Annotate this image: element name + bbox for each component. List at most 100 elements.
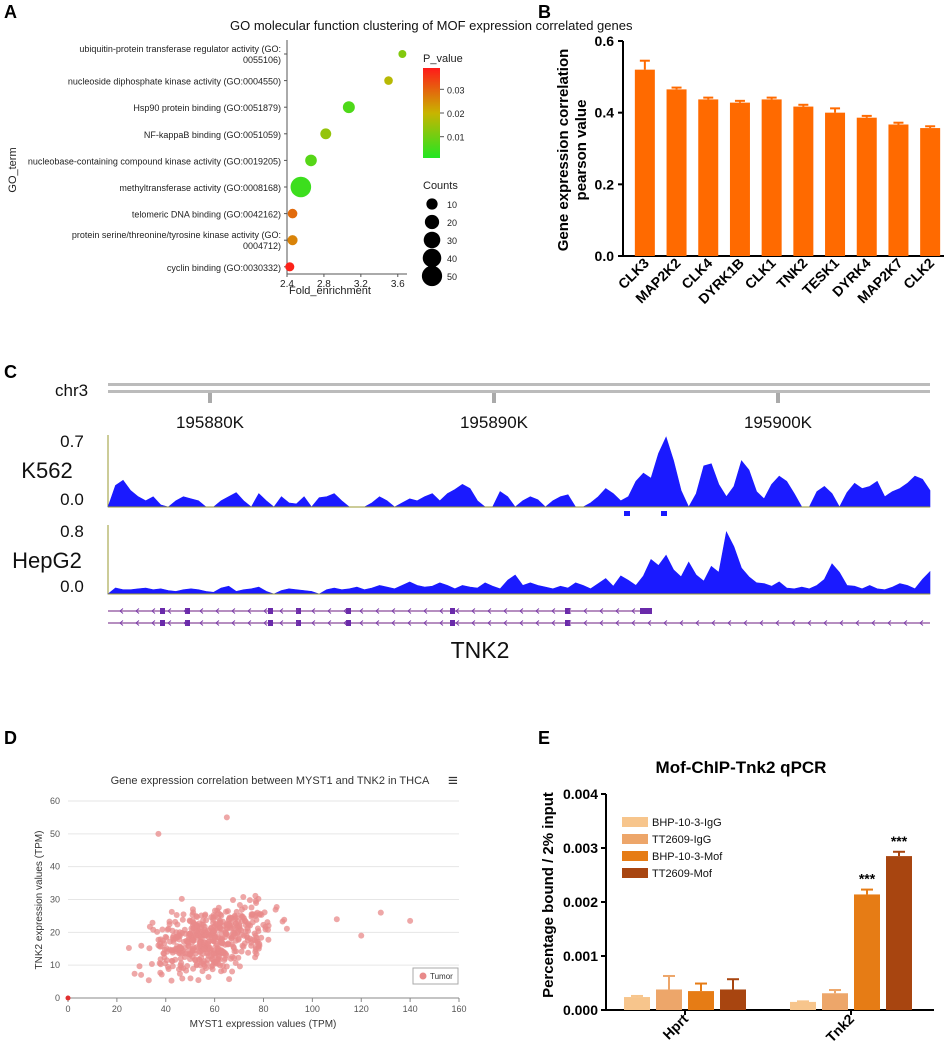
panel-c-strand-arrow bbox=[855, 620, 860, 626]
panel-c-strand-arrow bbox=[199, 608, 204, 614]
panel-b-bar bbox=[666, 89, 687, 256]
panel-c-strand-arrow bbox=[407, 608, 412, 614]
panel-d-point bbox=[136, 963, 143, 970]
panel-c-strand-arrow bbox=[263, 608, 268, 614]
panel-a-counts-legend-label: 10 bbox=[447, 200, 457, 210]
panel-c-ruler-line bbox=[108, 383, 930, 386]
panel-d-point bbox=[201, 958, 207, 965]
panel-c-strand-arrow bbox=[487, 608, 492, 614]
panel-a-point bbox=[290, 176, 312, 198]
panel-e-x-tick-label: Tnk2 bbox=[823, 1011, 858, 1042]
panel-a-point bbox=[320, 128, 332, 140]
panel-d-point bbox=[210, 914, 217, 921]
panel-d-point bbox=[184, 963, 191, 969]
panel-c-strand-arrow bbox=[135, 620, 140, 626]
panel-c-strand-arrow bbox=[551, 608, 556, 614]
panel-e-legend-label: BHP-10-3-IgG bbox=[652, 817, 722, 829]
panel-d-point bbox=[169, 934, 176, 941]
panel-e-y-tick-label: 0.002 bbox=[563, 894, 598, 910]
panel-d-point bbox=[173, 912, 180, 918]
panel-e-legend-label: BHP-10-3-Mof bbox=[652, 851, 723, 863]
panel-c-chrom-label: chr3 bbox=[55, 381, 88, 400]
panel-d-point bbox=[157, 969, 164, 976]
panel-d-point bbox=[223, 921, 230, 928]
panel-d-x-tick-label: 40 bbox=[161, 1004, 171, 1014]
panel-d-point bbox=[194, 914, 200, 920]
panel-a-point bbox=[285, 262, 295, 272]
panel-c-gene-exon bbox=[160, 608, 165, 614]
panel-b-y-label: Gene expression correlation bbox=[555, 49, 572, 252]
panel-d-point bbox=[155, 936, 162, 943]
panel-d-point bbox=[176, 970, 183, 977]
panel-d-point bbox=[173, 945, 180, 952]
panel-d-point bbox=[233, 914, 240, 921]
panel-d-title: Gene expression correlation between MYST… bbox=[111, 775, 430, 787]
panel-d-point bbox=[245, 949, 252, 956]
panel-c-strand-arrow bbox=[231, 620, 236, 626]
panel-c-strand-arrow bbox=[167, 608, 172, 614]
panel-d-point bbox=[179, 975, 186, 982]
panel-d-point bbox=[174, 921, 181, 928]
panel-d-point bbox=[186, 917, 193, 924]
panel-label-c: C bbox=[4, 362, 17, 382]
panel-a-pvalue-legend-title: P_value bbox=[423, 53, 463, 65]
panel-c-gene-exon bbox=[160, 620, 165, 626]
panel-c-gene-exon bbox=[450, 620, 455, 626]
panel-d-point bbox=[149, 919, 156, 926]
panel-d-x-tick-label: 160 bbox=[451, 1004, 466, 1014]
panel-c-strand-arrow bbox=[535, 620, 540, 626]
panel-d-point bbox=[228, 915, 235, 922]
panel-c-strand-arrow bbox=[695, 620, 700, 626]
panel-c-strand-arrow bbox=[423, 608, 428, 614]
panel-d-point bbox=[224, 941, 231, 948]
panel-c-track-max-label: 0.8 bbox=[60, 522, 84, 541]
panel-c-strand-arrow bbox=[151, 608, 156, 614]
panel-d-point bbox=[195, 977, 202, 984]
panel-c-ruler-line bbox=[108, 390, 930, 393]
panel-c-peak-marker bbox=[661, 511, 667, 516]
panel-d-point bbox=[177, 955, 184, 962]
panel-d-y-tick-label: 30 bbox=[50, 895, 60, 905]
panel-d-point bbox=[186, 951, 193, 958]
panel-c-strand-arrow bbox=[583, 608, 588, 614]
panel-d-point bbox=[248, 942, 255, 949]
panel-d-x-tick-label: 120 bbox=[354, 1004, 369, 1014]
panel-a-point bbox=[342, 101, 355, 114]
panel-c-strand-arrow bbox=[551, 620, 556, 626]
panel-d-point bbox=[238, 931, 245, 938]
panel-d-x-tick-label: 60 bbox=[210, 1004, 220, 1014]
panel-e-legend-swatch bbox=[622, 834, 648, 844]
panel-d-point bbox=[228, 941, 235, 948]
panel-d-point bbox=[283, 925, 290, 932]
panel-d-legend-label: Tumor bbox=[430, 972, 453, 981]
panel-c-strand-arrow bbox=[343, 620, 348, 626]
panel-c-strand-arrow bbox=[647, 620, 652, 626]
panel-d-point bbox=[254, 925, 261, 932]
panel-d-point bbox=[199, 968, 206, 975]
panel-b-y-tick-label: 0.2 bbox=[595, 176, 615, 192]
panel-b-bar bbox=[698, 99, 719, 257]
panel-d-point bbox=[210, 951, 217, 958]
panel-c-strand-arrow bbox=[359, 620, 364, 626]
panel-c-strand-arrow bbox=[487, 620, 492, 626]
panel-e-bar bbox=[822, 993, 848, 1010]
panel-c-strand-arrow bbox=[871, 620, 876, 626]
panel-d-point bbox=[252, 892, 259, 899]
panel-a-counts-legend-label: 30 bbox=[447, 236, 457, 246]
panel-a-counts-legend-label: 40 bbox=[447, 254, 457, 264]
panel-d-point bbox=[216, 953, 223, 960]
panel-b-x-tick-label: CLK1 bbox=[742, 255, 779, 292]
panel-c-strand-arrow bbox=[567, 608, 572, 614]
panel-e-bar bbox=[790, 1001, 816, 1010]
panel-d-y-label: TNK2 expression values (TPM) bbox=[34, 831, 45, 970]
panel-d-point bbox=[150, 926, 157, 933]
panel-label-b: B bbox=[538, 2, 551, 22]
panel-b-y-tick-label: 0.4 bbox=[595, 105, 615, 121]
panel-c-track-min-label: 0.0 bbox=[60, 490, 84, 509]
panel-b-bar bbox=[920, 128, 941, 256]
panel-c-strand-arrow bbox=[295, 620, 300, 626]
panel-label-a: A bbox=[4, 2, 17, 22]
panel-c-coordinate-label: 195880K bbox=[176, 413, 245, 432]
panel-e-legend-swatch bbox=[622, 868, 648, 878]
panel-a-counts-legend-label: 20 bbox=[447, 218, 457, 228]
